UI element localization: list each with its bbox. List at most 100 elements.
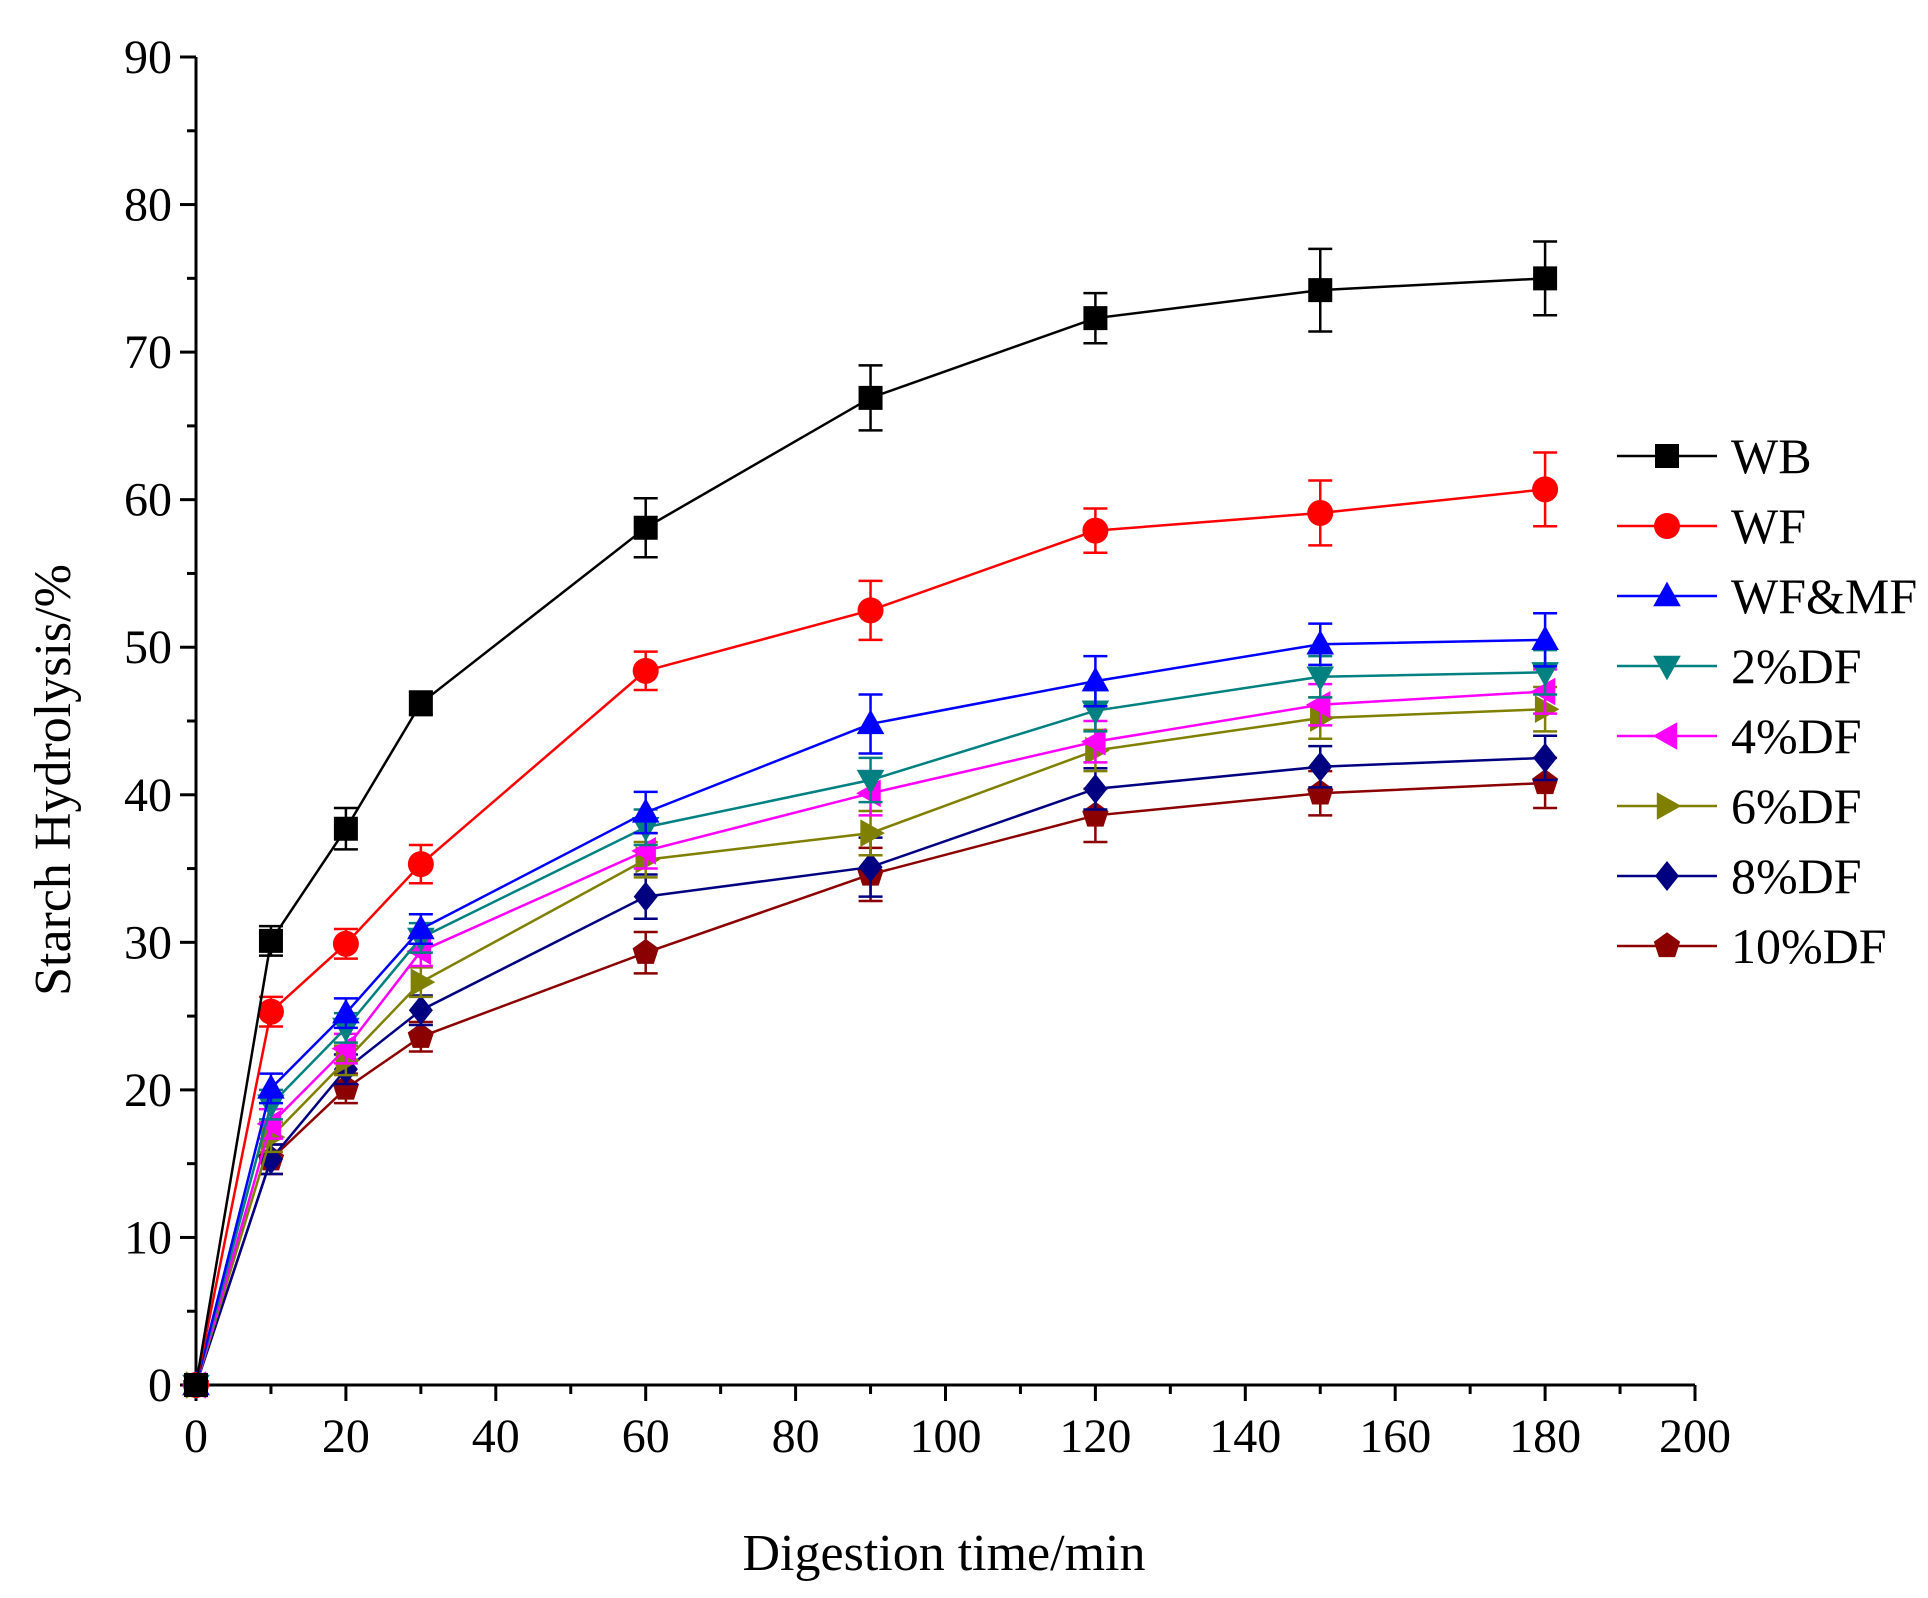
legend-item-10%DF: 10%DF xyxy=(1617,918,1887,974)
data-point xyxy=(1082,801,1109,827)
data-point xyxy=(1531,662,1559,687)
series-WF xyxy=(183,451,1559,1398)
data-point xyxy=(256,1110,282,1138)
x-tick-label: 100 xyxy=(910,1410,982,1463)
legend-item-6%DF: 6%DF xyxy=(1617,778,1862,834)
data-point xyxy=(1081,666,1110,692)
legend-item-4%DF: 4%DF xyxy=(1617,708,1862,764)
series-WB xyxy=(184,240,1558,1397)
data-point xyxy=(631,798,660,823)
data-point xyxy=(1533,266,1558,291)
data-point xyxy=(407,851,434,878)
data-point xyxy=(410,968,436,996)
x-tick-label: 200 xyxy=(1659,1410,1731,1463)
legend-label: 10%DF xyxy=(1731,918,1887,974)
data-point xyxy=(1083,773,1108,804)
legend-marker xyxy=(1654,513,1680,539)
data-point xyxy=(1534,695,1560,723)
y-tick-label: 0 xyxy=(148,1359,172,1412)
series-layer xyxy=(181,240,1560,1400)
x-tick-label: 80 xyxy=(772,1410,820,1463)
data-point xyxy=(1531,769,1559,795)
y-tick-label: 80 xyxy=(124,179,172,232)
data-point xyxy=(856,709,885,735)
y-tick-label: 30 xyxy=(124,916,172,969)
data-point xyxy=(408,691,433,716)
y-tick-label: 40 xyxy=(124,769,172,822)
series-2%DF xyxy=(182,648,1559,1400)
legend-label: 4%DF xyxy=(1731,708,1862,764)
data-point xyxy=(1308,751,1333,782)
legend-label: 8%DF xyxy=(1731,848,1862,904)
legend-marker xyxy=(1656,792,1682,820)
data-point xyxy=(860,819,885,847)
series-WF&MF xyxy=(182,612,1559,1396)
data-point xyxy=(1307,779,1334,805)
x-tick-label: 120 xyxy=(1059,1410,1131,1463)
data-point xyxy=(257,998,284,1025)
legend-item-8%DF: 8%DF xyxy=(1617,848,1862,904)
y-tick-label: 90 xyxy=(124,31,172,84)
legend-item-WB: WB xyxy=(1617,428,1812,484)
x-tick-label: 60 xyxy=(622,1410,670,1463)
data-point xyxy=(857,597,884,624)
x-axis-title: Digestion time/min xyxy=(743,1525,1146,1582)
data-point xyxy=(408,995,433,1026)
data-point xyxy=(407,1022,434,1048)
data-point xyxy=(1306,666,1335,692)
data-point xyxy=(1533,742,1558,773)
x-tick-label: 20 xyxy=(322,1410,370,1463)
data-point xyxy=(633,515,658,540)
legend-label: 6%DF xyxy=(1731,778,1862,834)
data-point xyxy=(1531,625,1559,651)
legend-item-WF: WF xyxy=(1617,498,1806,554)
data-point xyxy=(1530,677,1556,706)
legend-marker xyxy=(1653,581,1681,607)
data-point xyxy=(258,928,283,953)
x-tick-label: 180 xyxy=(1509,1410,1581,1463)
legend-item-WF&MF: WF&MF xyxy=(1617,568,1917,624)
data-point xyxy=(856,769,885,795)
data-point xyxy=(632,657,659,684)
x-tick-label: 0 xyxy=(184,1410,208,1463)
data-point xyxy=(257,1094,285,1120)
data-point xyxy=(184,1373,208,1397)
y-tick-label: 70 xyxy=(124,326,172,379)
data-point xyxy=(1532,476,1559,503)
data-point xyxy=(1083,306,1108,331)
legend-marker xyxy=(1653,655,1681,681)
data-point xyxy=(1081,727,1106,756)
data-point xyxy=(332,930,359,957)
data-point xyxy=(1307,499,1334,526)
legend: WB WF WF&MF 2%DF 4%DF 6%DF 8%DF 10%DF xyxy=(1617,428,1917,974)
legend-marker xyxy=(1655,444,1679,468)
data-point xyxy=(858,852,883,883)
legend-marker xyxy=(1655,861,1679,891)
data-point xyxy=(1082,517,1109,544)
axes: 0 20 40 60 80 100 120 140 160 180 200 0 10 20 30 40 50 60… xyxy=(124,31,1731,1463)
data-point xyxy=(858,385,883,410)
x-tick-label: 160 xyxy=(1359,1410,1431,1463)
data-point xyxy=(407,914,435,940)
y-tick-label: 50 xyxy=(124,621,172,674)
legend-item-2%DF: 2%DF xyxy=(1617,638,1862,694)
legend-label: WF&MF xyxy=(1731,568,1917,624)
data-point xyxy=(633,881,658,912)
legend-label: 2%DF xyxy=(1731,638,1862,694)
legend-label: WF xyxy=(1731,498,1806,554)
data-point xyxy=(332,998,360,1024)
data-point xyxy=(1306,629,1335,655)
y-tick-label: 10 xyxy=(124,1211,172,1264)
data-point xyxy=(1308,278,1333,303)
x-tick-label: 140 xyxy=(1209,1410,1281,1463)
y-tick-label: 60 xyxy=(124,474,172,527)
y-tick-label: 20 xyxy=(124,1064,172,1117)
data-point xyxy=(632,938,659,964)
y-axis-title: Starch Hydrolysis/% xyxy=(25,564,82,996)
data-point xyxy=(333,816,358,841)
data-point xyxy=(260,1123,286,1151)
legend-marker xyxy=(1653,932,1681,958)
x-tick-label: 40 xyxy=(472,1410,520,1463)
data-point xyxy=(332,1074,360,1100)
